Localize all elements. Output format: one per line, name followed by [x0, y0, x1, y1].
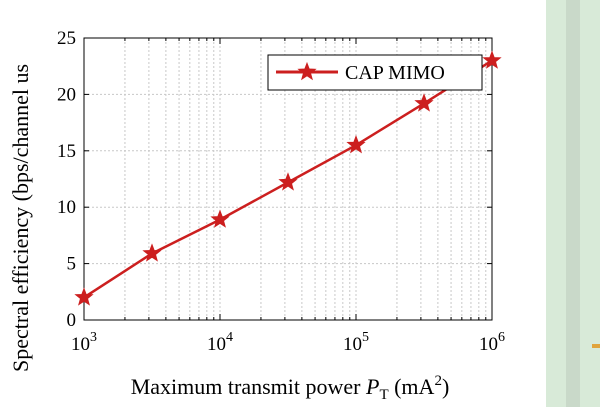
- x-tick-base: 10: [343, 334, 362, 355]
- y-tick-label: 0: [67, 310, 77, 331]
- data-point-star: [414, 93, 434, 112]
- x-axis-title-close: ): [442, 374, 449, 399]
- data-point-star: [346, 135, 366, 154]
- legend-star-marker: [297, 61, 317, 81]
- x-tick-base: 10: [207, 334, 226, 355]
- x-tick-base: 10: [71, 334, 90, 355]
- x-axis-title-prefix: Maximum transmit power: [131, 374, 366, 399]
- x-tick-exponent: 5: [362, 330, 369, 345]
- x-axis-title-var: P: [365, 374, 379, 399]
- x-axis-title-unit: (mA: [389, 374, 435, 399]
- legend-label: CAP MIMO: [345, 62, 445, 84]
- side-accent-mark: [592, 344, 600, 348]
- x-axis-title-sub: T: [379, 387, 388, 403]
- x-tick-base: 10: [479, 334, 498, 355]
- series-layer: [74, 50, 502, 306]
- x-tick-exponent: 4: [226, 330, 233, 345]
- legend-star: [297, 61, 317, 81]
- x-tick-label: 106: [479, 330, 505, 355]
- legend: CAP MIMO: [267, 54, 483, 91]
- x-tick-labels: 103 104 105 106: [71, 330, 505, 355]
- y-tick-label: 5: [67, 254, 77, 275]
- y-tick-label: 20: [57, 84, 76, 105]
- x-tick-exponent: 6: [498, 330, 505, 345]
- plot-frame: [83, 37, 493, 321]
- data-point-star: [278, 172, 298, 191]
- x-tick-exponent: 3: [90, 330, 97, 345]
- x-tick-label: 103: [71, 330, 97, 355]
- x-tick-label: 105: [343, 330, 369, 355]
- data-point-star: [74, 287, 94, 306]
- x-tick-label: 104: [207, 330, 233, 355]
- y-tick-labels: 0 5 10 15 20 25: [57, 28, 76, 331]
- data-point-star: [210, 209, 230, 228]
- data-point-star: [142, 243, 162, 262]
- x-axis-title: Maximum transmit power PT (mA2): [131, 373, 450, 403]
- x-axis-title-sup: 2: [434, 373, 442, 389]
- y-tick-label: 10: [57, 197, 76, 218]
- axis-ticks: [84, 37, 492, 321]
- side-panel-strip: [566, 0, 580, 407]
- y-tick-label: 25: [57, 28, 76, 49]
- y-tick-label: 15: [57, 141, 76, 162]
- data-point-star: [482, 50, 502, 69]
- y-axis-title: Spectral efficiency (bps/channel us: [8, 64, 33, 372]
